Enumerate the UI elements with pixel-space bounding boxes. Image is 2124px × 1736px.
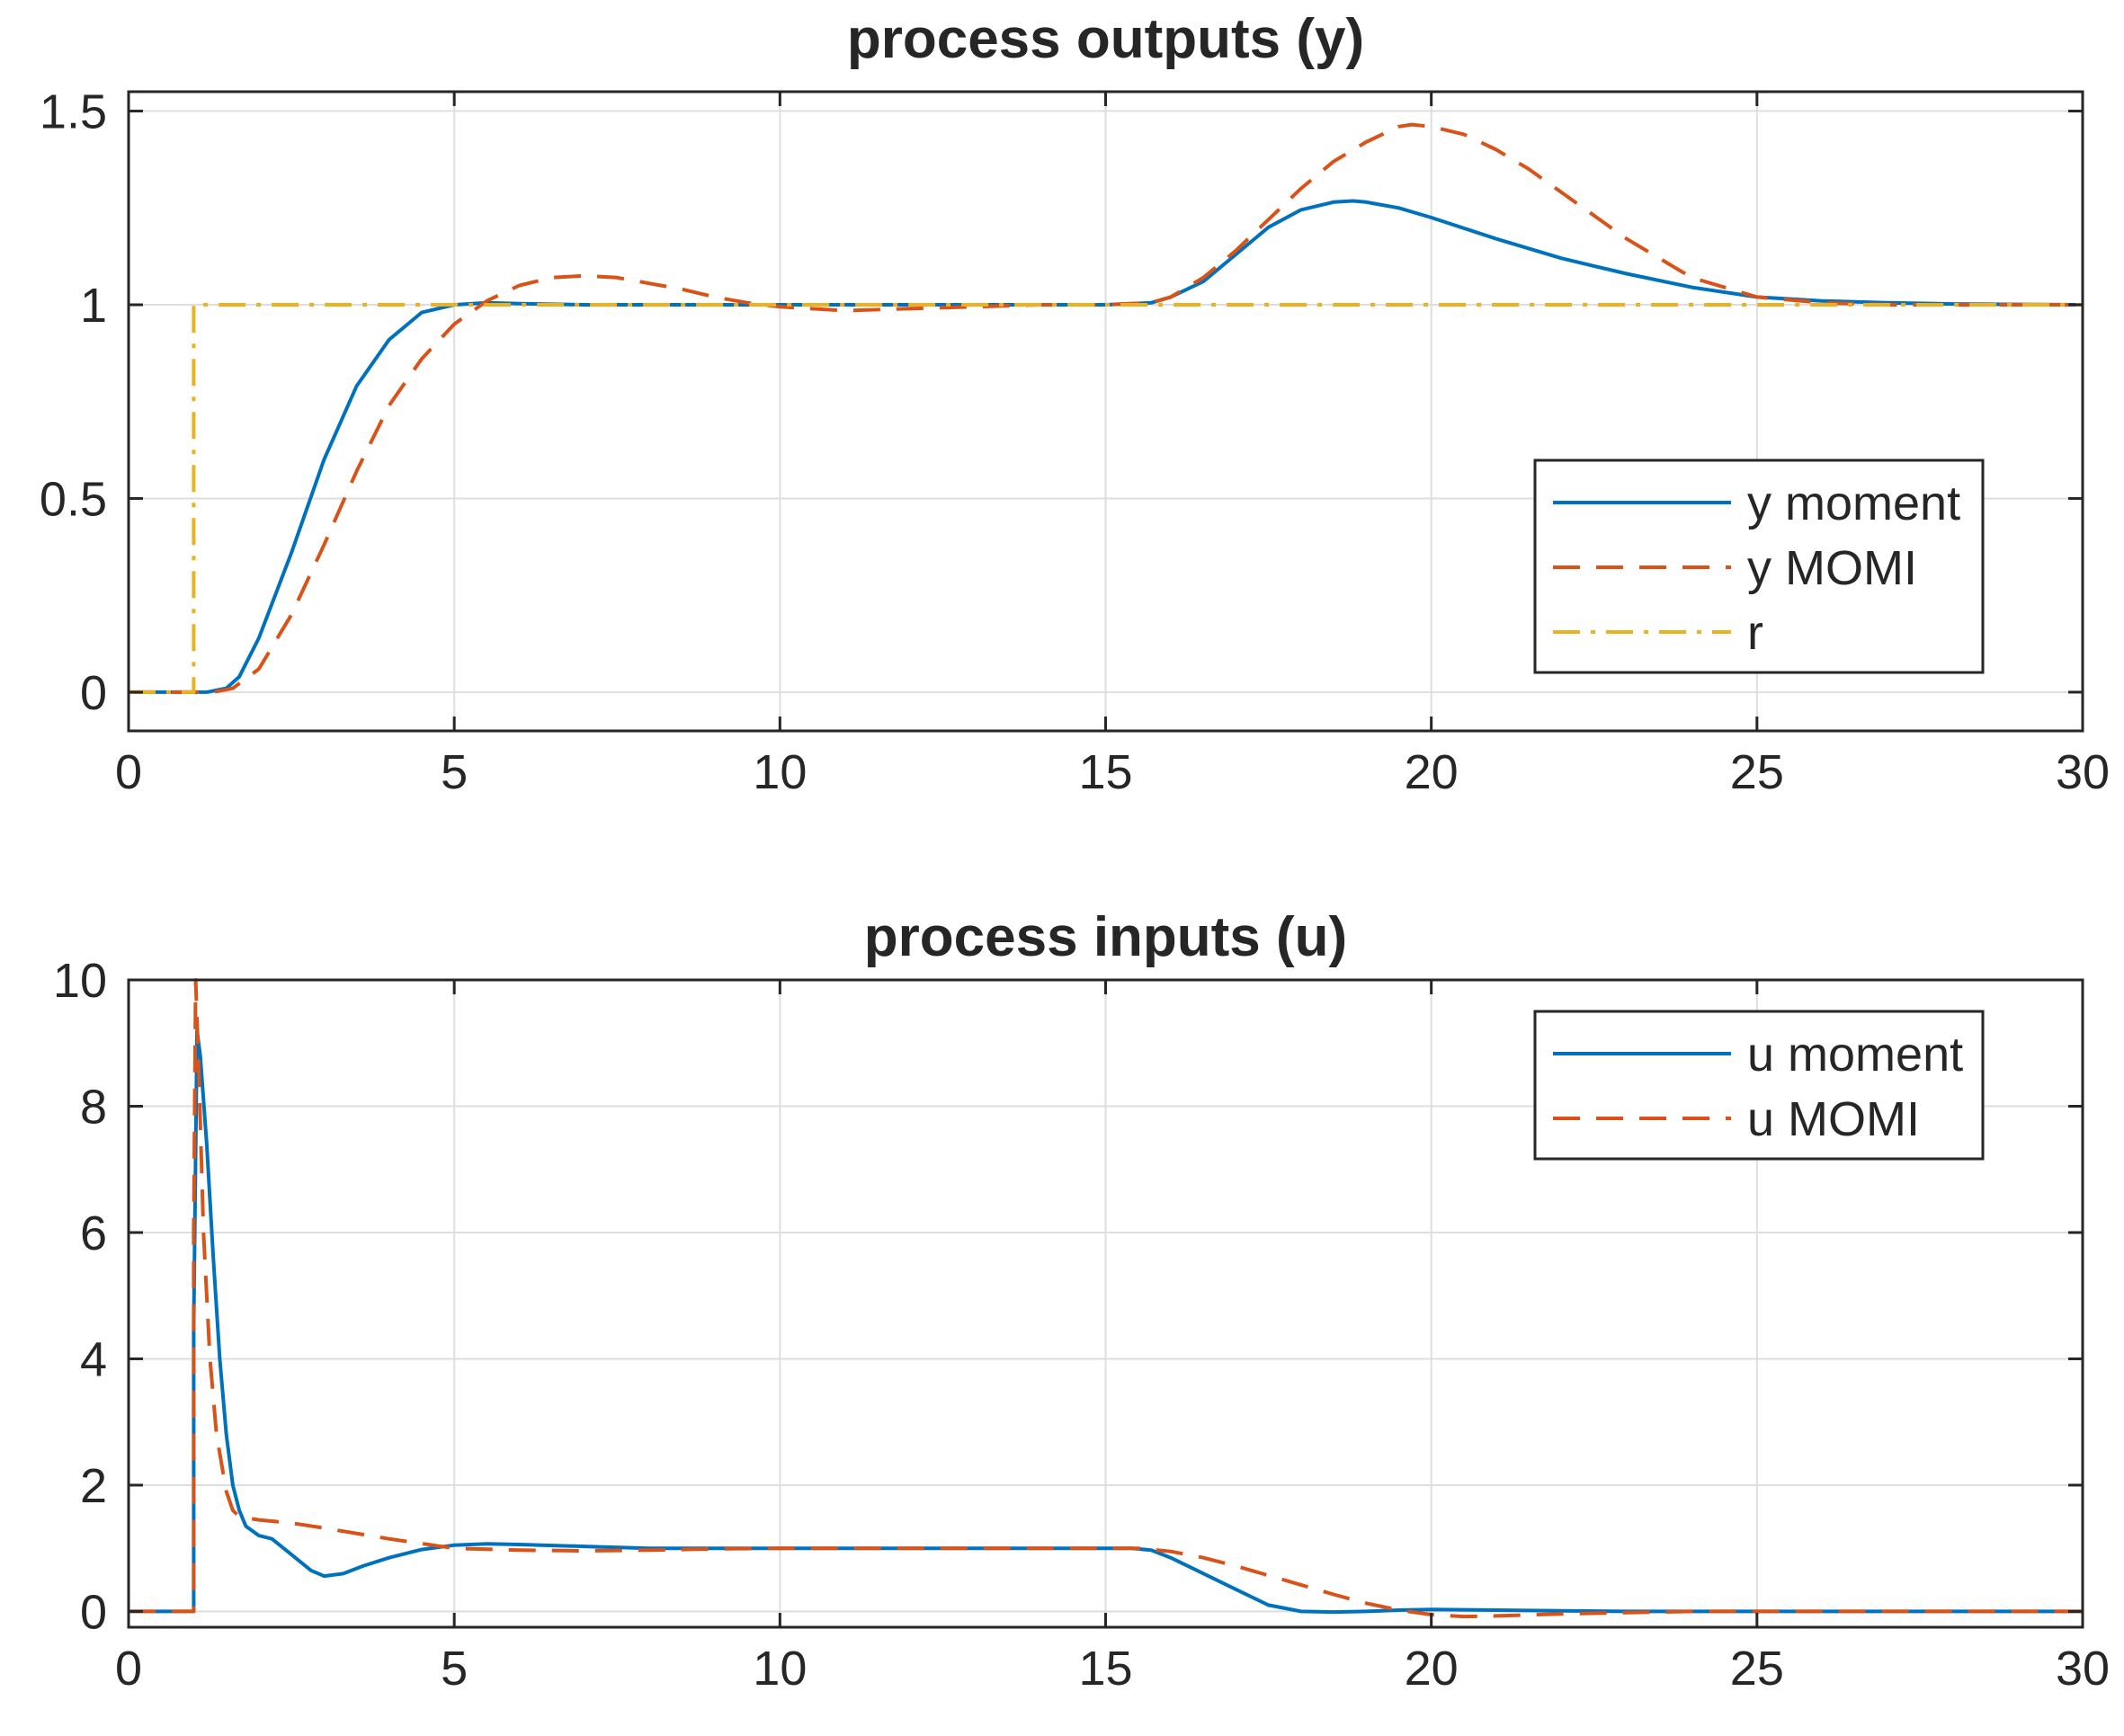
x-tick-label: 25 xyxy=(1730,1642,1784,1696)
x-tick-label: 20 xyxy=(1405,745,1459,799)
x-tick-label: 20 xyxy=(1405,1642,1459,1696)
series-line-u-moment xyxy=(129,1028,2083,1615)
y-tick-label: 0 xyxy=(80,666,107,720)
legend: u moment u MOMI xyxy=(1533,1010,1985,1161)
x-tick-label: 30 xyxy=(2056,1642,2110,1696)
legend-label-y-momi: y MOMI xyxy=(1747,541,1917,595)
chart-title: process outputs (y) xyxy=(847,8,1364,70)
series-line-u-momi xyxy=(129,978,2083,1619)
y-tick-label: 4 xyxy=(80,1332,107,1386)
y-tick-label: 2 xyxy=(80,1459,107,1513)
x-tick-label: 0 xyxy=(115,1642,142,1696)
legend: y moment y MOMI r xyxy=(1533,458,1985,674)
y-tick-label: 6 xyxy=(80,1206,107,1260)
series-line-r xyxy=(129,303,2083,694)
y-tick-label: 8 xyxy=(80,1080,107,1134)
legend-label-y-moment: y moment xyxy=(1747,476,1960,530)
y-tick-label: 0 xyxy=(80,1585,107,1639)
outputs-panel: 0 5 10 15 20 25 30 0 0.5 1 1.5 process outputs (y) y… xyxy=(40,8,2110,799)
x-tick-label: 25 xyxy=(1730,745,1784,799)
legend-label-u-moment: u moment xyxy=(1747,1028,1963,1082)
x-tick-label: 30 xyxy=(2056,745,2110,799)
x-tick-label: 10 xyxy=(753,1642,807,1696)
x-tick-label: 15 xyxy=(1078,1642,1132,1696)
chart-title: process inputs (u) xyxy=(864,906,1347,968)
inputs-panel: 0 5 10 15 20 25 30 0 2 4 6 8 10 process inputs (u) u m… xyxy=(53,906,2110,1696)
x-tick-label: 0 xyxy=(115,745,142,799)
x-tick-label: 10 xyxy=(753,745,807,799)
y-tick-label: 0.5 xyxy=(40,472,107,526)
x-tick-label: 15 xyxy=(1078,745,1132,799)
y-tick-label: 1.5 xyxy=(40,85,107,139)
y-tick-label: 10 xyxy=(53,954,107,1008)
y-tick-label: 1 xyxy=(80,279,107,333)
legend-box xyxy=(1533,1010,1985,1161)
series-line-y-momi xyxy=(129,122,2083,694)
x-tick-label: 5 xyxy=(441,1642,468,1696)
legend-label-u-momi: u MOMI xyxy=(1747,1092,1920,1146)
legend-label-r: r xyxy=(1747,606,1763,660)
x-tick-label: 5 xyxy=(441,745,468,799)
